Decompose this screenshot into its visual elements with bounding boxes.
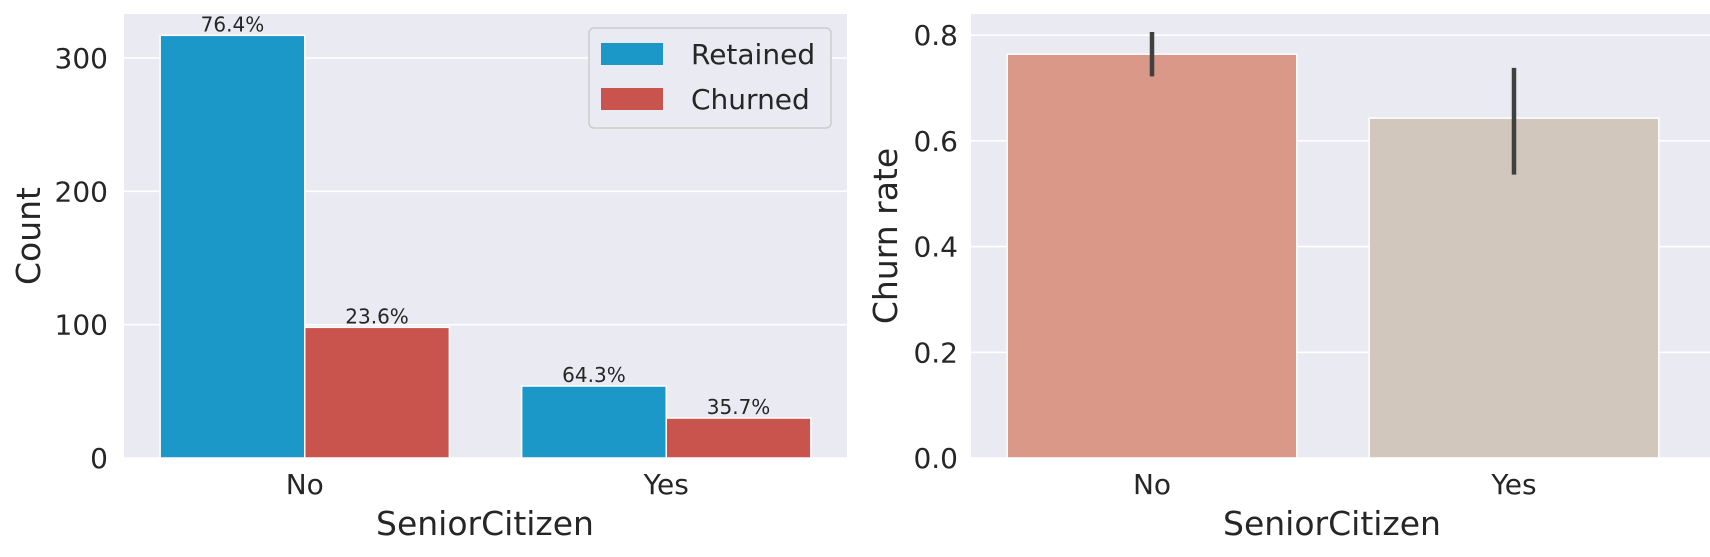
bar-churned — [665, 417, 812, 459]
legend-swatch-retained — [601, 43, 663, 65]
legend-label-churned: Churned — [691, 83, 810, 116]
x-tick-label: Yes — [643, 468, 689, 501]
y-tick-label: 0.2 — [913, 336, 958, 369]
data-label: 64.3% — [562, 363, 626, 387]
data-label: 35.7% — [707, 395, 771, 419]
y-tick-label: 100 — [55, 309, 108, 342]
y-tick-label: 300 — [55, 42, 108, 75]
chart-count-by-senior: 76.4% 23.6% 64.3% 35.7% 0 100 200 300 No Yes S… — [9, 12, 847, 543]
data-label: 76.4% — [201, 12, 265, 36]
bar-churned — [304, 326, 451, 459]
data-label: 23.6% — [345, 304, 409, 328]
bar-retained — [159, 34, 306, 459]
y-tick-label: 0.0 — [913, 442, 958, 475]
x-axis-label: SeniorCitizen — [376, 504, 594, 543]
y-tick-label: 0.6 — [913, 125, 958, 158]
x-axis-label: SeniorCitizen — [1223, 504, 1441, 543]
legend: Retained Churned — [588, 27, 832, 129]
chart-churn-rate: 0.0 0.2 0.4 0.6 0.8 No Yes SeniorCitizen Chu… — [866, 14, 1710, 543]
bar-retained — [520, 385, 668, 459]
x-tick-label: No — [1133, 468, 1171, 501]
y-axis-label: Count — [9, 187, 48, 285]
legend-swatch-churned — [601, 88, 663, 110]
bar-churn-rate — [1006, 53, 1298, 459]
x-tick-label: Yes — [1490, 468, 1536, 501]
y-axis-label: Churn rate — [866, 148, 905, 324]
x-tick-label: No — [286, 468, 324, 501]
y-tick-label: 0 — [90, 442, 108, 475]
legend-label-retained: Retained — [691, 38, 815, 71]
y-tick-label: 200 — [55, 175, 108, 208]
y-tick-label: 0.8 — [913, 19, 958, 52]
y-tick-label: 0.4 — [913, 231, 958, 264]
